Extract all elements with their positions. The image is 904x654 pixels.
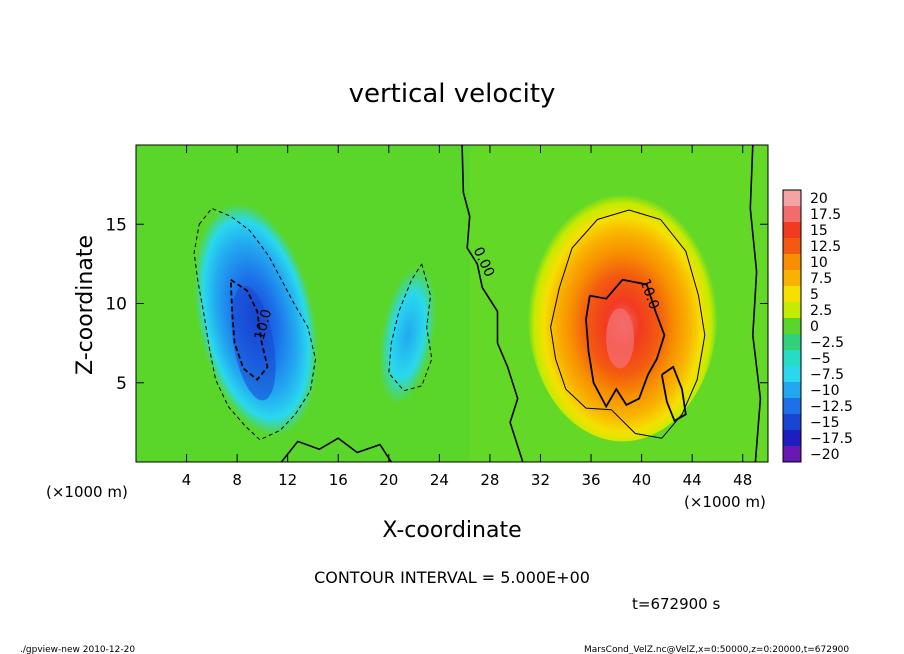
x-tick-label: 4	[182, 471, 192, 489]
colorbar: 2017.51512.5107.552.50−2.5−5−7.5−10−12.5…	[782, 189, 853, 463]
x-tick-label: 32	[531, 471, 550, 489]
updraft-core	[606, 308, 635, 369]
colorbar-swatch	[783, 190, 801, 207]
x-axis-label: X-coordinate	[382, 518, 521, 543]
x-unit-right: (×1000 m)	[684, 493, 766, 511]
x-tick-label: 48	[733, 471, 752, 489]
colorbar-swatch	[783, 350, 801, 367]
neg-contour-left-outer	[193, 207, 317, 441]
colorbar-label: 20	[810, 191, 828, 207]
colorbar-label: 5	[810, 287, 819, 303]
colorbar-label: −7.5	[810, 367, 844, 383]
contour-interval: CONTOUR INTERVAL = 5.000E+00	[314, 568, 590, 587]
zero-contour-bottom	[280, 437, 392, 462]
colorbar-swatch	[783, 430, 801, 447]
x-tick-label: 12	[278, 471, 297, 489]
chart-title: vertical velocity	[349, 79, 556, 109]
x-tick-label: 36	[581, 471, 600, 489]
colorbar-swatch	[783, 334, 801, 351]
zero-contour-right	[749, 145, 762, 462]
colorbar-swatch	[783, 222, 801, 239]
x-tick-label: 44	[683, 471, 702, 489]
colorbar-swatch	[783, 414, 801, 431]
y-tick-label: 15	[105, 215, 127, 235]
colorbar-label: 7.5	[810, 271, 832, 287]
x-tick-label: 20	[379, 471, 398, 489]
colorbar-label: −20	[810, 447, 840, 463]
x-tick-label: 40	[632, 471, 651, 489]
pos-contour-outer	[550, 209, 706, 439]
colorbar-swatch	[783, 366, 801, 383]
y-tick-label: 5	[116, 374, 127, 394]
colorbar-label: 12.5	[810, 239, 841, 255]
neg-contour-middle	[388, 263, 433, 392]
contour-label-min: 10.0	[252, 308, 276, 342]
colorbar-swatch	[783, 238, 801, 255]
colorbar-label: 10	[810, 255, 828, 271]
colorbar-label: 0	[810, 319, 819, 335]
colorbar-swatch	[783, 398, 801, 415]
colorbar-label: −5	[810, 351, 831, 367]
colorbar-swatch	[783, 302, 801, 319]
colorbar-swatch	[783, 318, 801, 335]
colorbar-swatch	[783, 446, 801, 463]
downdraft-middle	[379, 266, 437, 405]
x-unit-left: (×1000 m)	[46, 483, 128, 501]
colorbar-label: 2.5	[810, 303, 832, 319]
footer-left: ./gpview-new 2010-12-20	[20, 645, 135, 654]
colorbar-label: 15	[810, 223, 828, 239]
time-readout: t=672900 s	[632, 595, 720, 613]
footer-right: MarsCond_VelZ.nc@VelZ,x=0:50000,z=0:2000…	[584, 645, 849, 654]
zero-contour	[461, 145, 524, 462]
colorbar-swatch	[783, 382, 801, 399]
x-tick-label: 28	[480, 471, 499, 489]
colorbar-label: −2.5	[810, 335, 844, 351]
y-axis-label: Z-coordinate	[73, 235, 98, 375]
colorbar-frame	[782, 189, 802, 463]
neg-contour-left-inner	[229, 278, 269, 381]
colorbar-swatch	[783, 270, 801, 287]
x-tick-label: 24	[430, 471, 449, 489]
colorbar-swatch	[783, 206, 801, 223]
x-tick-label: 8	[232, 471, 242, 489]
y-tick-label: 10	[105, 295, 127, 315]
plot-area: 10.010.00.00	[136, 145, 768, 462]
colorbar-label: −15	[810, 415, 840, 431]
colorbar-label: −10	[810, 383, 840, 399]
pos-contour-inner	[585, 278, 666, 409]
colorbar-swatch	[783, 254, 801, 271]
pos-contour-small	[660, 365, 687, 423]
x-tick-label: 16	[329, 471, 348, 489]
colorbar-swatch	[783, 286, 801, 303]
colorbar-label: 17.5	[810, 207, 841, 223]
colorbar-label: −12.5	[810, 399, 853, 415]
colorbar-label: −17.5	[810, 431, 853, 447]
